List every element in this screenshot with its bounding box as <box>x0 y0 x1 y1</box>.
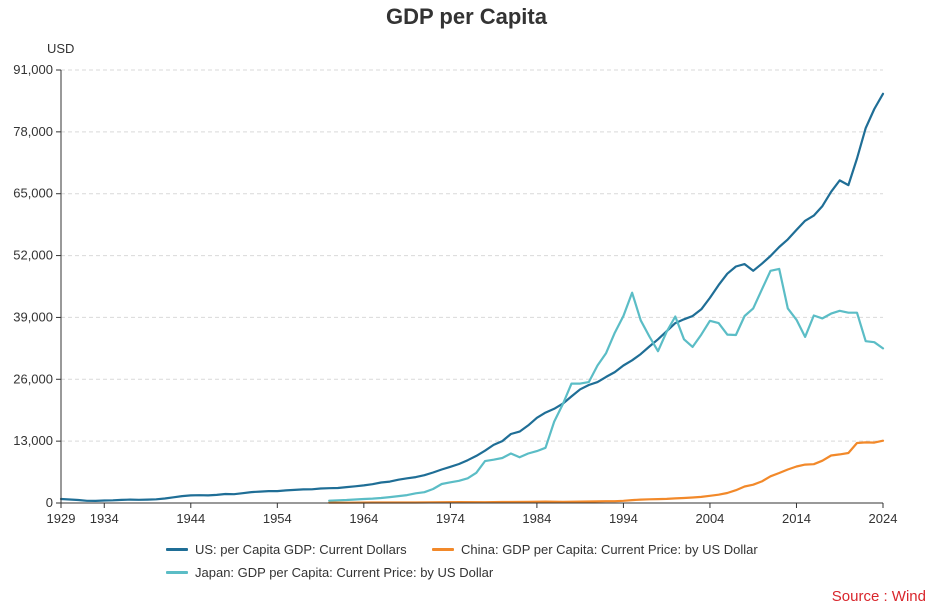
y-tick-label: 65,000 <box>13 186 53 201</box>
grid-lines <box>61 69 883 442</box>
x-tick-label: 2014 <box>782 511 811 526</box>
chart-title: GDP per Capita <box>386 4 547 29</box>
x-tick-label: 1934 <box>90 511 119 526</box>
source-note: Source : Wind <box>831 588 926 605</box>
legend-item-japan[interactable]: Japan: GDP per Capita: Current Price: by… <box>166 565 493 580</box>
x-tick-label: 1944 <box>176 511 205 526</box>
x-tick-label: 1964 <box>349 511 378 526</box>
y-tick-label: 13,000 <box>13 433 53 448</box>
y-tick-label: 39,000 <box>13 309 53 324</box>
y-tick-label: 52,000 <box>13 248 53 263</box>
y-tick-label: 26,000 <box>13 371 53 386</box>
x-tick-label: 1984 <box>522 511 551 526</box>
y-tick-label: 0 <box>46 495 53 510</box>
axes: 0 13,000 26,000 39,000 52,000 65,000 78,000 91,… <box>13 62 897 526</box>
x-tick-label: 1929 <box>47 511 76 526</box>
series-line-japan <box>328 267 885 502</box>
legend-swatch-japan <box>166 571 188 574</box>
x-tick-label: 1954 <box>263 511 292 526</box>
y-tick-label: 91,000 <box>13 62 53 77</box>
x-tick-label: 2024 <box>869 511 898 526</box>
y-tick-label: 78,000 <box>13 124 53 139</box>
x-tick-label: 1974 <box>436 511 465 526</box>
legend-swatch-china <box>432 548 454 551</box>
x-tick-label: 2004 <box>695 511 724 526</box>
legend-item-us[interactable]: US: per Capita GDP: Current Dollars <box>166 542 407 557</box>
y-axis-unit-label: USD <box>47 41 75 56</box>
x-tick-label: 1994 <box>609 511 638 526</box>
legend-label-japan: Japan: GDP per Capita: Current Price: by… <box>195 565 494 580</box>
legend-label-china: China: GDP per Capita: Current Price: by… <box>461 542 758 557</box>
series-line-us <box>59 92 885 502</box>
legend-label-us: US: per Capita GDP: Current Dollars <box>195 542 407 557</box>
series-lines <box>59 92 885 504</box>
legend-swatch-us <box>166 548 188 551</box>
legend-item-china[interactable]: China: GDP per Capita: Current Price: by… <box>432 542 758 557</box>
chart-plot: 0 13,000 26,000 39,000 52,000 65,000 78,000 91,… <box>13 62 897 526</box>
series-line-china <box>328 439 885 504</box>
